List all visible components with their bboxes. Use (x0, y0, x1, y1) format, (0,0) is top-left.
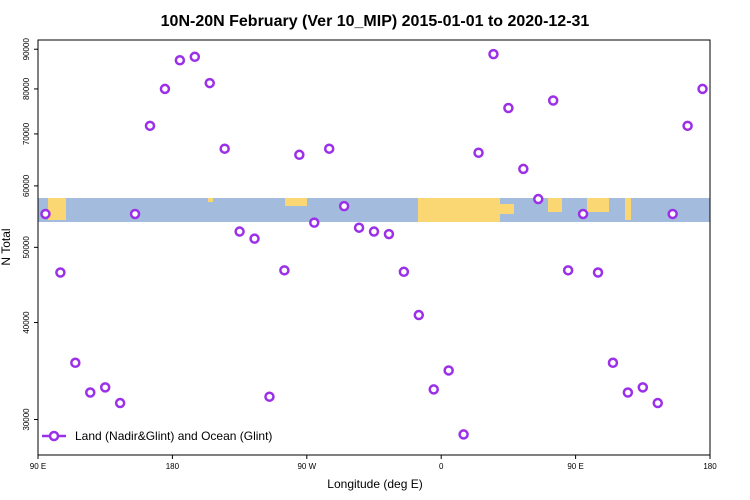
y-tick-label: 90000 (22, 38, 31, 61)
data-point (697, 83, 708, 95)
data-point (159, 83, 171, 95)
data-point (607, 357, 619, 369)
data-point (204, 77, 215, 89)
y-tick-label: 60000 (22, 174, 31, 197)
data-point (428, 384, 439, 395)
data-point (488, 48, 499, 60)
legend-item: Land (Nadir&Glint) and Ocean (Glint) (42, 429, 272, 443)
data-point (353, 222, 365, 233)
map-band (38, 198, 710, 222)
data-point (667, 208, 678, 220)
data-point (129, 208, 141, 220)
data-point (592, 267, 604, 278)
chart-title: 10N-20N February (Ver 10_MIP) 2015-01-01… (161, 13, 590, 30)
data-point (279, 265, 290, 276)
data-point (85, 387, 96, 398)
data-point (533, 193, 544, 205)
data-point (99, 382, 111, 393)
data-point (189, 51, 201, 63)
data-point (40, 208, 51, 220)
data-point (219, 143, 230, 154)
data-point (458, 429, 469, 440)
data-point (70, 357, 81, 369)
data-point (413, 309, 425, 321)
data-point (338, 200, 350, 212)
x-tick-label: 90 W (297, 462, 316, 471)
data-point (473, 147, 484, 158)
data-point (562, 265, 574, 276)
x-axis-label: Longitude (deg E) (327, 477, 422, 491)
x-tick-label: 0 (439, 462, 444, 471)
data-point (518, 163, 529, 175)
data-point (652, 397, 663, 409)
x-tick-label: 180 (703, 462, 717, 471)
y-tick-label: 30000 (22, 408, 31, 431)
data-point (682, 120, 693, 132)
y-tick-label: 50000 (22, 236, 31, 259)
data-point (368, 226, 380, 237)
data-point (577, 208, 589, 220)
legend-label: Land (Nadir&Glint) and Ocean (Glint) (75, 429, 272, 443)
data-point (144, 120, 156, 132)
y-tick-label: 70000 (22, 122, 31, 145)
data-point (503, 102, 514, 114)
y-axis-label: N Total (0, 228, 13, 265)
legend-marker (48, 430, 60, 442)
data-point (547, 95, 559, 106)
data-point (383, 228, 395, 240)
data-point (622, 387, 634, 398)
data-point (174, 55, 186, 66)
data-point (309, 217, 320, 228)
data-point (323, 143, 335, 154)
data-point (637, 382, 649, 393)
x-tick-label: 180 (166, 462, 180, 471)
x-tick-label: 90 E (567, 462, 583, 471)
data-point (398, 266, 410, 278)
data-point (249, 233, 260, 244)
data-point (294, 149, 305, 161)
y-tick-label: 40000 (22, 311, 31, 334)
x-tick-label: 90 E (30, 462, 46, 471)
plot-frame (37, 39, 711, 456)
data-point (114, 397, 126, 409)
data-point (443, 365, 454, 376)
data-point (264, 391, 275, 402)
data-point (234, 226, 245, 237)
data-point (55, 267, 66, 278)
y-tick-label: 80000 (22, 77, 31, 100)
